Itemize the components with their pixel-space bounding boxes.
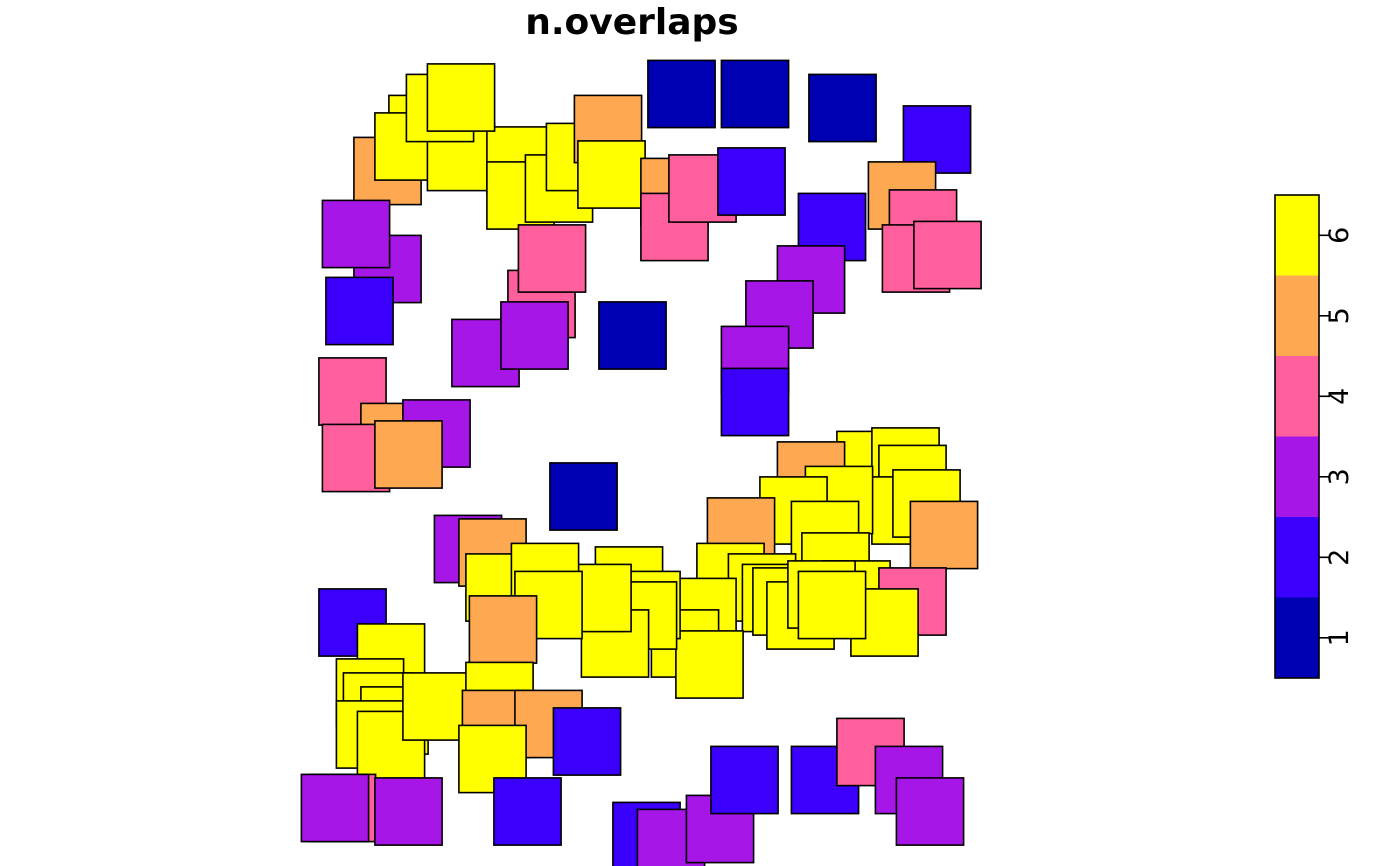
overlap-square-102 xyxy=(321,199,391,269)
overlap-square-88 xyxy=(552,707,622,776)
overlap-square-37 xyxy=(374,420,443,489)
overlap-square-101 xyxy=(895,777,965,846)
overlap-square-97 xyxy=(710,745,779,815)
legend-tick-label-5: 5 xyxy=(1324,307,1355,324)
overlap-square-16 xyxy=(647,59,716,129)
legend-tick-label-2: 2 xyxy=(1324,549,1355,566)
overlap-square-64 xyxy=(675,630,744,699)
chart-title: n.overlaps xyxy=(525,2,739,43)
legend-tick-label-1: 1 xyxy=(1324,629,1355,646)
legend-bin-2 xyxy=(1275,517,1319,598)
overlap-square-61 xyxy=(797,570,867,640)
overlap-square-28 xyxy=(325,276,394,346)
overlap-square-17 xyxy=(720,59,790,129)
squares-layer xyxy=(300,59,982,866)
overlap-square-91 xyxy=(374,777,443,846)
overlap-square-92 xyxy=(300,773,370,843)
overlap-square-15 xyxy=(717,147,786,216)
overlap-square-39 xyxy=(720,367,790,437)
overlap-square-76 xyxy=(468,595,538,664)
legend-tick-label-3: 3 xyxy=(1324,468,1355,485)
overlap-square-18 xyxy=(808,73,877,143)
overlap-square-32 xyxy=(598,301,667,370)
legend-tick-label-4: 4 xyxy=(1324,388,1355,405)
legend-bin-4 xyxy=(1275,356,1319,437)
legend-tick-label-6: 6 xyxy=(1324,227,1355,244)
legend-bin-5 xyxy=(1275,275,1319,356)
legend: 1 2 3 4 5 6 xyxy=(1274,194,1355,679)
overlap-square-23 xyxy=(913,220,982,290)
legend-bin-1 xyxy=(1275,597,1319,678)
legend-bin-6 xyxy=(1275,195,1319,276)
overlap-square-11 xyxy=(577,140,646,209)
overlap-square-45 xyxy=(909,500,979,570)
overlap-square-84 xyxy=(402,672,471,741)
overlap-square-105 xyxy=(549,462,618,531)
overlap-square-31 xyxy=(500,301,569,370)
legend-frame xyxy=(1274,194,1320,679)
legend-bin-3 xyxy=(1275,436,1319,517)
overlap-square-93 xyxy=(493,777,562,846)
overlap-square-104 xyxy=(517,224,587,293)
overlap-square-103 xyxy=(426,63,496,132)
